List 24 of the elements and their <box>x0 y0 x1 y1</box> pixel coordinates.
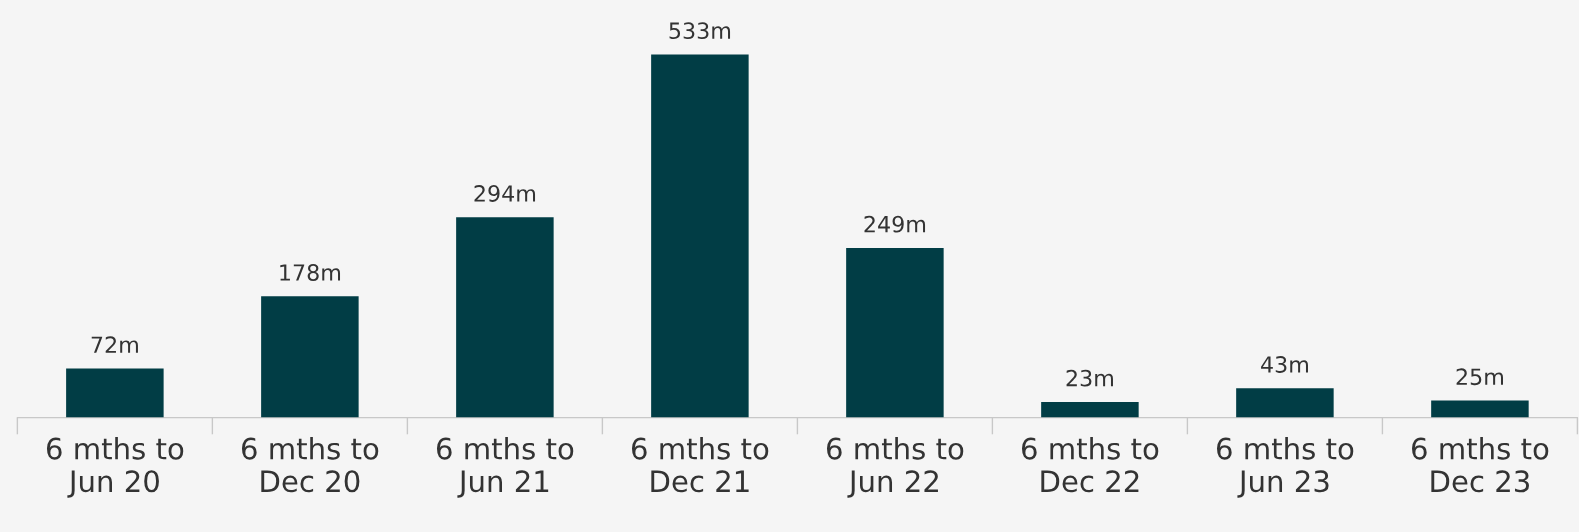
data-label: 533m <box>669 22 731 40</box>
x-tick-label: 6 mths to Jun 20 <box>46 437 184 498</box>
x-tick-label: 6 mths to Jun 21 <box>436 437 574 498</box>
bar <box>846 247 944 418</box>
bar <box>1236 388 1334 418</box>
x-tick-label: 6 mths to Dec 21 <box>631 437 769 493</box>
data-label: 249m <box>864 215 926 233</box>
data-label: 294m <box>474 185 536 202</box>
data-label: 178m <box>280 264 341 281</box>
data-label: 23m <box>1066 369 1113 387</box>
data-label: 72m <box>91 336 138 353</box>
bar <box>1431 400 1529 418</box>
data-label: 25m <box>1456 368 1503 386</box>
x-tick-label: 6 mths to Dec 23 <box>1412 437 1549 493</box>
bar <box>261 296 359 418</box>
x-tick-label: 6 mths to Dec 22 <box>1021 437 1159 493</box>
bar <box>651 54 749 418</box>
data-label: 43m <box>1261 356 1308 373</box>
x-tick-label: 6 mths to Jun 23 <box>1217 437 1354 498</box>
bar <box>1041 401 1139 418</box>
bar <box>456 217 554 418</box>
x-tick-label: 6 mths to Dec 20 <box>241 437 379 493</box>
x-tick-label: 6 mths to Jun 22 <box>826 437 964 498</box>
bar <box>66 368 164 418</box>
